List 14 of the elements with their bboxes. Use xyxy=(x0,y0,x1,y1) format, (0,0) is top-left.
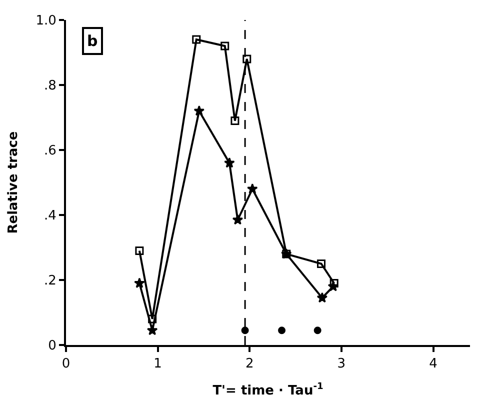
x-tick-label: 4 xyxy=(429,356,438,372)
x-axis-title: T'= time · Tau$^{-1}$ xyxy=(212,382,324,399)
y-tick-label: .4 xyxy=(44,208,56,224)
y-axis-title: Relative trace xyxy=(6,131,22,234)
annotation: b xyxy=(87,32,98,50)
x-tick-label: 0 xyxy=(62,356,70,372)
x-tick-label: 2 xyxy=(246,356,254,372)
y-tick-label: 1.0 xyxy=(36,14,56,29)
y-tick-label: 0 xyxy=(48,338,56,354)
x-tick-label: 1 xyxy=(154,356,162,372)
y-tick-label: .2 xyxy=(44,274,56,289)
y-tick-label: .8 xyxy=(44,78,56,94)
x-tick-label: 3 xyxy=(337,356,346,372)
y-tick-label: .6 xyxy=(44,144,56,159)
